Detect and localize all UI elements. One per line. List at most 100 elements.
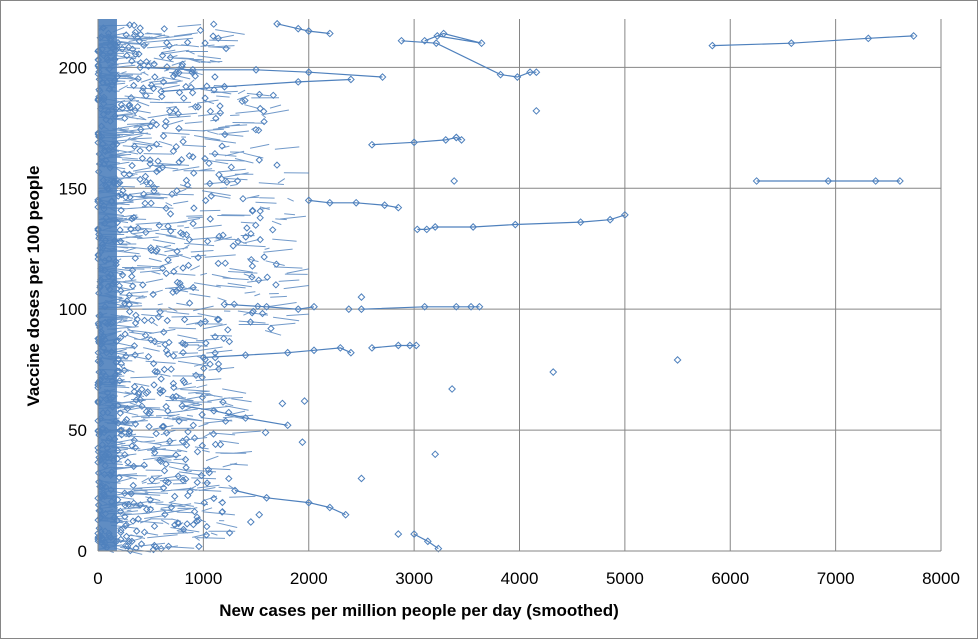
data-point [368,343,376,352]
series-line [203,347,352,359]
data-point [576,218,585,227]
data-point [496,70,505,79]
data-point [304,68,313,77]
data-point [864,34,873,43]
data-point [410,138,419,147]
data-point [352,198,361,207]
series-layer [136,19,918,553]
data-point [261,428,270,437]
data-point [220,82,229,91]
y-tick-label: 50 [68,421,87,440]
x-tick-label: 2000 [290,569,328,588]
data-point [378,73,387,81]
data-point [431,450,440,459]
data-point [298,438,307,447]
data-point [394,203,403,212]
data-point [467,302,475,311]
data-point [380,201,389,210]
data-point [325,503,334,512]
data-point [448,385,456,393]
data-point [871,177,880,185]
data-point [549,368,558,376]
data-point [397,36,406,45]
data-point [477,39,486,48]
x-tick-label: 7000 [817,569,855,588]
tick-labels: 0 1000 2000 3000 4000 5000 6000 7000 8000 0 50 100 1… [59,58,960,588]
x-tick-label: 0 [93,569,102,588]
x-axis-title: New cases per million people per day (sm… [219,601,619,620]
y-tick-label: 150 [59,179,87,198]
data-point [420,302,429,311]
data-point [325,29,334,38]
axes [97,19,941,552]
data-point [304,498,313,507]
data-point [231,486,239,495]
data-point [346,75,355,84]
data-point [450,177,459,185]
data-point [532,106,541,115]
x-tick-label: 8000 [922,569,960,588]
data-point [273,19,282,28]
data-point [310,346,318,355]
data-point [262,302,271,311]
data-point [341,510,350,519]
data-point [432,39,441,48]
data-point [294,305,303,314]
data-point [433,32,442,40]
data-point [136,63,145,72]
data-point [283,348,292,357]
y-tick-label: 200 [59,58,87,77]
x-tick-label: 1000 [184,569,222,588]
dense-markers [94,20,281,555]
data-point [255,510,264,519]
x-tick-label: 6000 [711,569,749,588]
y-tick-label: 100 [59,300,87,319]
series-line [276,23,330,35]
data-point [252,65,260,74]
data-point [412,341,421,350]
data-point [188,65,197,74]
data-point [346,348,355,357]
data-point [199,353,208,362]
series-line [161,78,351,93]
data-point [246,518,255,526]
data-point [532,68,541,77]
data-point [410,530,419,538]
data-point [394,341,403,350]
data-point [824,177,833,185]
data-point [439,29,448,38]
data-point [420,36,429,45]
data-point [278,399,287,408]
data-point [909,32,918,40]
data-point [434,544,443,553]
data-point [895,177,904,185]
data-point [220,300,229,309]
data-point [262,493,271,502]
data-point [606,215,615,224]
series-line [140,66,383,78]
data-point [357,305,366,314]
series-line [413,533,439,550]
data-point [441,136,450,144]
data-point [620,210,629,219]
y-axis-title: Vaccine doses per 100 people [24,166,43,407]
data-point [452,133,461,142]
series-line [417,214,626,230]
data-point [475,302,484,311]
data-point [457,136,466,144]
data-point [294,77,303,86]
data-point [283,421,292,430]
data-point [511,220,520,229]
data-point [406,341,414,350]
data-point [336,343,345,352]
data-point [344,305,353,314]
data-point [423,537,432,546]
data-point [787,39,796,48]
data-point [241,414,250,422]
series-line [712,35,914,47]
data-point [157,87,166,96]
data-point [241,351,250,360]
data-point [673,356,682,364]
